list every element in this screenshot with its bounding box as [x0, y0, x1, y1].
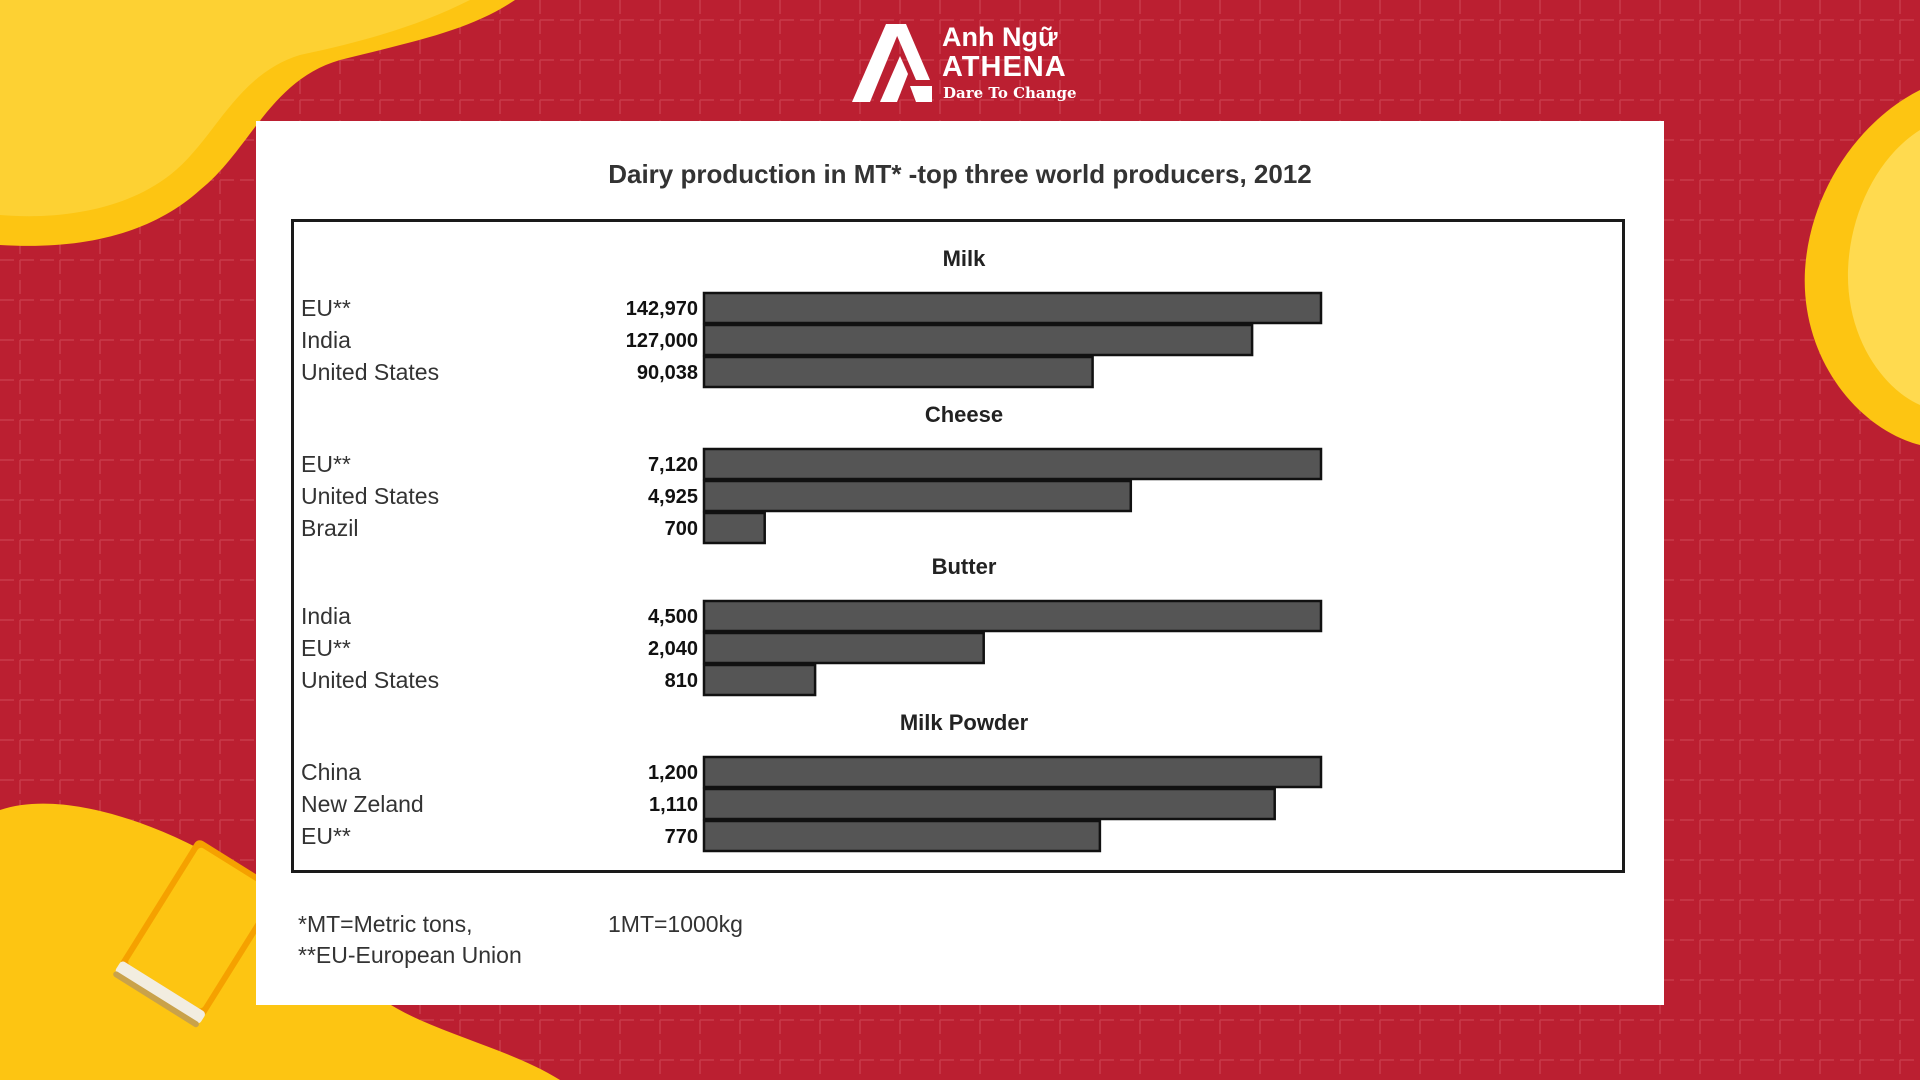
- category-label: United States: [301, 359, 439, 385]
- category-label: EU**: [301, 451, 351, 477]
- bar: [702, 787, 1276, 821]
- group-title: Milk: [943, 246, 987, 271]
- bar: [702, 819, 1102, 853]
- value-label: 1,200: [648, 762, 698, 784]
- logo-name-line2: ATHENA: [942, 51, 1067, 83]
- bar: [702, 323, 1254, 357]
- value-label: 4,925: [648, 486, 698, 508]
- value-label: 700: [665, 518, 698, 540]
- bar: [702, 355, 1094, 389]
- decorative-blob-right: [1804, 90, 1920, 445]
- chart-frame: Milk EU** 142,970 India 127,000 United States…: [291, 219, 1625, 873]
- value-label: 4,500: [648, 606, 698, 628]
- value-label: 127,000: [626, 330, 698, 352]
- decorative-book-icon: [113, 840, 280, 1028]
- group-title: Cheese: [925, 402, 1003, 427]
- category-label: EU**: [301, 635, 351, 661]
- footnote-conversion: 1MT=1000kg: [608, 911, 743, 937]
- category-label: India: [301, 603, 351, 629]
- value-label: 90,038: [637, 362, 698, 384]
- category-label: New Zeland: [301, 791, 424, 817]
- group-title: Milk Powder: [900, 710, 1029, 735]
- footnote-eu: **EU-European Union: [298, 942, 522, 968]
- value-label: 142,970: [626, 298, 698, 320]
- bar: [702, 663, 817, 697]
- bar: [702, 631, 985, 665]
- logo-slogan: Dare To Change: [943, 84, 1077, 102]
- bar: [702, 511, 766, 545]
- bar: [702, 447, 1323, 481]
- category-label: United States: [301, 667, 439, 693]
- chart-title: Dairy production in MT* -top three world…: [608, 159, 1312, 189]
- value-label: 770: [665, 826, 698, 848]
- logo-name-line1: Anh Ngữ: [942, 22, 1058, 52]
- value-label: 1,110: [649, 794, 698, 816]
- category-label: EU**: [301, 295, 351, 321]
- athena-logo: Anh Ngữ ATHENA Dare To Change: [850, 18, 1077, 108]
- athena-logo-mark-icon: [852, 24, 932, 102]
- group-title: Butter: [932, 554, 997, 579]
- category-label: China: [301, 759, 361, 785]
- value-label: 810: [665, 670, 698, 692]
- bar: [702, 755, 1323, 789]
- bar: [702, 599, 1323, 633]
- value-label: 7,120: [648, 454, 698, 476]
- bar: [702, 291, 1323, 325]
- chart-card: Dairy production in MT* -top three world…: [256, 121, 1664, 1005]
- value-label: 2,040: [648, 638, 698, 660]
- category-label: Brazil: [301, 515, 359, 541]
- bar: [702, 479, 1133, 513]
- category-label: EU**: [301, 823, 351, 849]
- footnote-mt: *MT=Metric tons,: [298, 911, 473, 937]
- category-label: United States: [301, 483, 439, 509]
- category-label: India: [301, 327, 351, 353]
- bar-chart: Milk EU** 142,970 India 127,000 United States…: [301, 246, 1323, 853]
